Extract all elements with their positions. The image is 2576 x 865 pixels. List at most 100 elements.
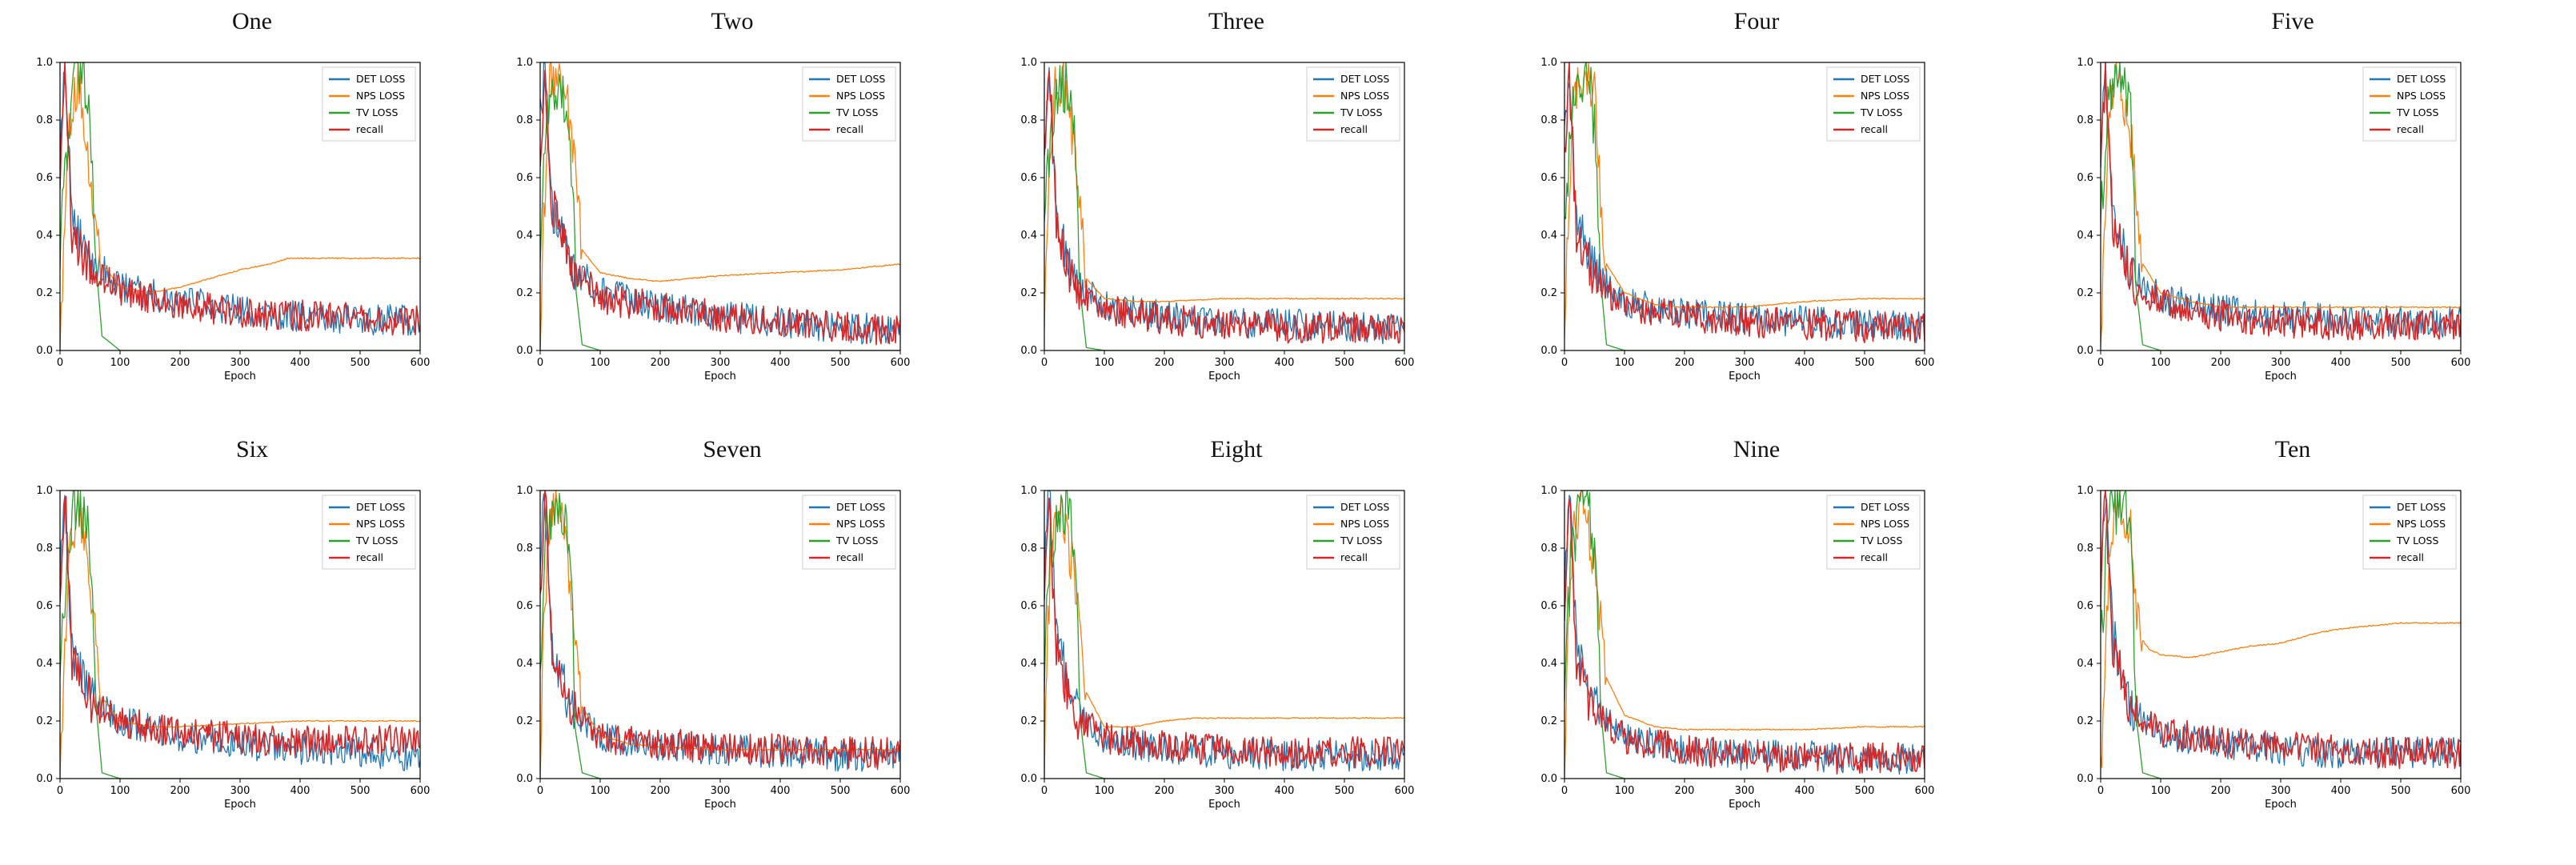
x-axis-label: Epoch <box>2265 370 2297 382</box>
legend-label-det-loss: DET LOSS <box>1861 501 1909 513</box>
x-tick-label: 400 <box>771 785 791 797</box>
legend: DET LOSS NPS LOSS TV LOSS recall <box>1826 66 1921 142</box>
x-tick-label: 0 <box>1041 357 1048 369</box>
series-line-det-loss <box>2101 62 2461 338</box>
series-line-recall <box>2101 62 2461 341</box>
y-tick-label: 1.0 <box>516 57 533 69</box>
series-line-recall <box>60 62 420 336</box>
x-axis-label: Epoch <box>1208 799 1240 811</box>
x-axis-label: Epoch <box>224 370 256 382</box>
x-tick-label: 300 <box>711 785 731 797</box>
x-tick-label: 600 <box>1395 785 1415 797</box>
legend-label-nps-loss: NPS LOSS <box>1861 90 1909 102</box>
y-tick-label: 1.0 <box>1540 57 1557 69</box>
y-tick-label: 0.6 <box>2077 600 2093 612</box>
y-tick-label: 0.2 <box>1540 287 1557 299</box>
x-tick-label: 0 <box>2097 785 2104 797</box>
chart-svg: 0 100 200 300 400 500 600 0.0 0.2 0.4 0.6 0.8 1.0 Epo… <box>2077 485 2470 811</box>
y-tick-label: 0.8 <box>36 543 53 555</box>
x-tick-label: 300 <box>230 785 250 797</box>
legend-label-nps-loss: NPS LOSS <box>2397 518 2446 530</box>
x-tick-label: 500 <box>1335 785 1355 797</box>
x-tick-label: 600 <box>411 785 431 797</box>
y-tick-label: 0.4 <box>1020 658 1037 670</box>
x-tick-label: 100 <box>591 785 611 797</box>
y-tick-label: 0.8 <box>1540 114 1557 126</box>
y-tick-label: 0.2 <box>516 287 533 299</box>
x-tick-label: 300 <box>230 357 250 369</box>
series-line-recall <box>1564 62 1925 344</box>
x-tick-label: 100 <box>110 785 130 797</box>
legend: DET LOSS NPS LOSS TV LOSS recall <box>1306 66 1400 142</box>
chart-svg: 0 100 200 300 400 500 600 0.0 0.2 0.4 0.6 0.8 1.0 Epo… <box>36 57 431 382</box>
y-tick-label: 0.0 <box>516 345 533 357</box>
y-tick-label: 0.4 <box>36 230 53 242</box>
y-tick-label: 0.6 <box>516 172 533 184</box>
legend-label-tv-loss: TV LOSS <box>1340 106 1382 118</box>
legend-label-det-loss: DET LOSS <box>2397 73 2446 85</box>
legend-label-tv-loss: TV LOSS <box>1340 535 1382 547</box>
x-tick-label: 300 <box>1735 785 1755 797</box>
y-tick-label: 0.8 <box>36 114 53 126</box>
x-tick-label: 400 <box>1795 357 1815 369</box>
x-tick-label: 100 <box>1615 785 1635 797</box>
x-axis-label: Epoch <box>704 370 736 382</box>
x-tick-label: 100 <box>1095 785 1115 797</box>
series-line-det-loss <box>1044 490 1404 772</box>
y-tick-label: 0.8 <box>1020 114 1037 126</box>
legend-label-det-loss: DET LOSS <box>836 501 885 513</box>
chart-title: Seven <box>703 436 762 463</box>
chart-svg: 0 100 200 300 400 500 600 0.0 0.2 0.4 0.6 0.8 1.0 Epo… <box>1540 57 1934 382</box>
x-tick-label: 600 <box>411 357 431 369</box>
x-axis-label: Epoch <box>1208 370 1240 382</box>
series-line-recall <box>2101 490 2461 770</box>
y-tick-label: 0.0 <box>2077 345 2093 357</box>
y-tick-label: 0.4 <box>516 230 533 242</box>
x-tick-label: 100 <box>2151 785 2171 797</box>
y-tick-label: 0.2 <box>2077 287 2093 299</box>
x-tick-label: 600 <box>1395 357 1415 369</box>
legend-label-recall: recall <box>836 551 863 563</box>
x-tick-label: 300 <box>2271 785 2291 797</box>
legend-label-det-loss: DET LOSS <box>836 73 885 85</box>
x-axis-label: Epoch <box>704 799 736 811</box>
x-tick-label: 0 <box>2097 357 2104 369</box>
chart-svg: 0 100 200 300 400 500 600 0.0 0.2 0.4 0.6 0.8 1.0 Epo… <box>36 485 431 811</box>
chart-title: Six <box>235 436 269 463</box>
legend: DET LOSS NPS LOSS TV LOSS recall <box>802 495 896 570</box>
legend-label-nps-loss: NPS LOSS <box>356 90 405 102</box>
y-tick-label: 0.8 <box>2077 543 2093 555</box>
chart-panel-six: Six 0 100 200 300 400 500 600 0.0 0.2 0.4 0.6 0.8 1.0… <box>12 436 492 820</box>
x-tick-label: 100 <box>110 357 130 369</box>
x-tick-label: 400 <box>2331 785 2351 797</box>
series-line-nps-loss <box>2101 490 2461 768</box>
y-tick-label: 0.0 <box>1020 773 1037 785</box>
legend-label-tv-loss: TV LOSS <box>1860 106 1902 118</box>
series-line-recall <box>1564 498 1925 775</box>
x-tick-label: 300 <box>711 357 731 369</box>
chart-title: Five <box>2271 8 2314 34</box>
chart-panel-one: One 0 100 200 300 400 500 600 0.0 0.2 0.4 0.6 0.8 1.0… <box>12 8 492 392</box>
series-line-recall <box>1044 70 1404 344</box>
chart-title: Nine <box>1733 436 1781 463</box>
legend: DET LOSS NPS LOSS TV LOSS recall <box>322 495 416 570</box>
x-tick-label: 0 <box>537 785 543 797</box>
y-tick-label: 0.2 <box>516 715 533 727</box>
chart-panel-seven: Seven 0 100 200 300 400 500 600 0.0 0.2 0.4 0.6 0.8 1… <box>492 436 972 820</box>
y-tick-label: 0.0 <box>1540 773 1557 785</box>
x-tick-label: 500 <box>1855 785 1875 797</box>
legend: DET LOSS NPS LOSS TV LOSS recall <box>1306 495 1400 570</box>
legend-label-recall: recall <box>1340 551 1368 563</box>
y-tick-label: 1.0 <box>2077 485 2093 497</box>
y-tick-label: 1.0 <box>516 485 533 497</box>
x-axis-label: Epoch <box>224 799 256 811</box>
y-tick-label: 0.8 <box>1020 543 1037 555</box>
legend-label-det-loss: DET LOSS <box>1340 73 1389 85</box>
y-tick-label: 0.4 <box>2077 230 2093 242</box>
y-tick-label: 0.6 <box>1020 600 1037 612</box>
legend-label-nps-loss: NPS LOSS <box>1861 518 1909 530</box>
legend: DET LOSS NPS LOSS TV LOSS recall <box>2362 495 2457 570</box>
x-tick-label: 400 <box>1275 785 1295 797</box>
legend-label-det-loss: DET LOSS <box>1861 73 1909 85</box>
